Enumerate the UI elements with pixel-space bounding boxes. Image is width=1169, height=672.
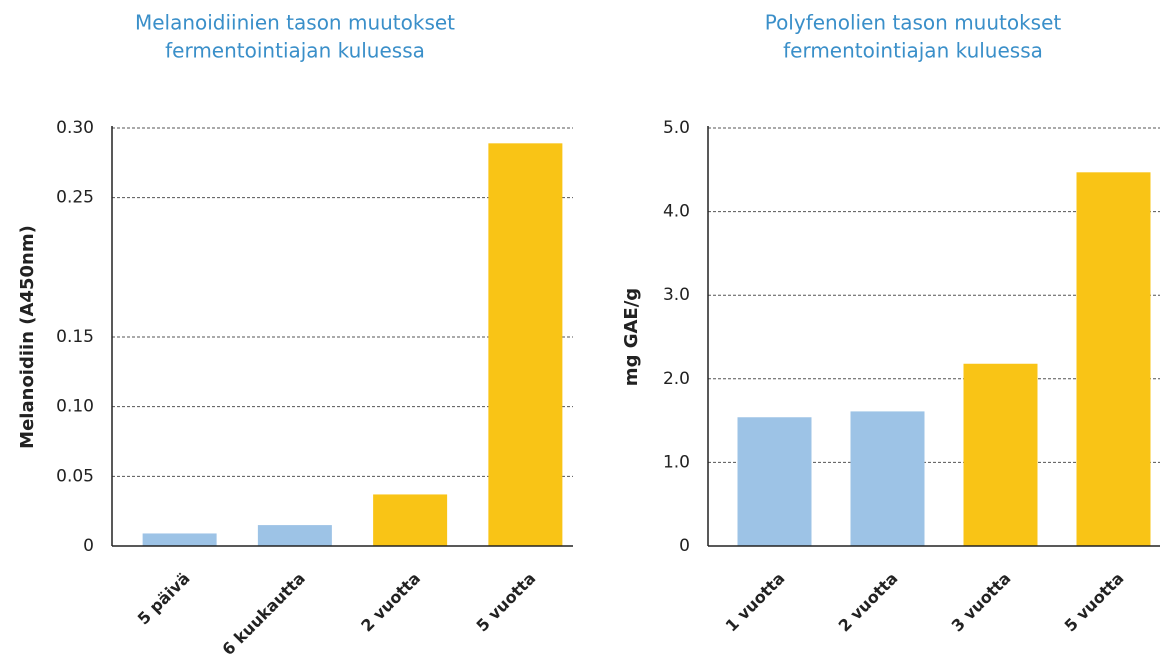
x-tick-label: 3 vuotta (948, 569, 1015, 636)
y-tick-label: 0.05 (56, 466, 94, 486)
bar (963, 363, 1038, 546)
y-axis-label: mg GAE/g (621, 288, 642, 386)
chart-title: Melanoidiinien tason muutokset (135, 11, 455, 35)
bar (142, 533, 217, 546)
x-tick-label: 5 vuotta (472, 569, 539, 636)
y-tick-label: 0.15 (56, 327, 94, 347)
x-tick-label: 1 vuotta (722, 569, 789, 636)
y-tick-label: 0.25 (56, 188, 94, 208)
bar (1076, 172, 1151, 547)
chart-title: fermentointiajan kuluessa (783, 39, 1043, 63)
bar (373, 494, 448, 546)
chart-title: Polyfenolien tason muutokset (765, 11, 1062, 35)
bar (850, 411, 925, 546)
y-tick-label: 5.0 (663, 118, 690, 138)
y-tick-label: 0.30 (56, 118, 94, 138)
x-tick-label: 6 kuukautta (218, 569, 309, 660)
y-tick-label: 1.0 (663, 452, 690, 472)
x-tick-label: 2 vuotta (835, 569, 902, 636)
x-tick-label: 5 päivä (134, 569, 194, 629)
y-tick-label: 0 (679, 536, 690, 556)
bar (257, 525, 332, 546)
bar (737, 417, 812, 546)
x-tick-label: 5 vuotta (1061, 569, 1128, 636)
y-tick-label: 0.10 (56, 397, 94, 417)
chart-title: fermentointiajan kuluessa (165, 39, 425, 63)
y-tick-label: 4.0 (663, 202, 690, 222)
x-tick-label: 2 vuotta (357, 569, 424, 636)
y-tick-label: 2.0 (663, 369, 690, 389)
y-axis-label: Melanoidiin (A450nm) (17, 225, 38, 449)
bar (488, 143, 563, 546)
y-tick-label: 3.0 (663, 285, 690, 305)
y-tick-label: 0 (83, 536, 94, 556)
